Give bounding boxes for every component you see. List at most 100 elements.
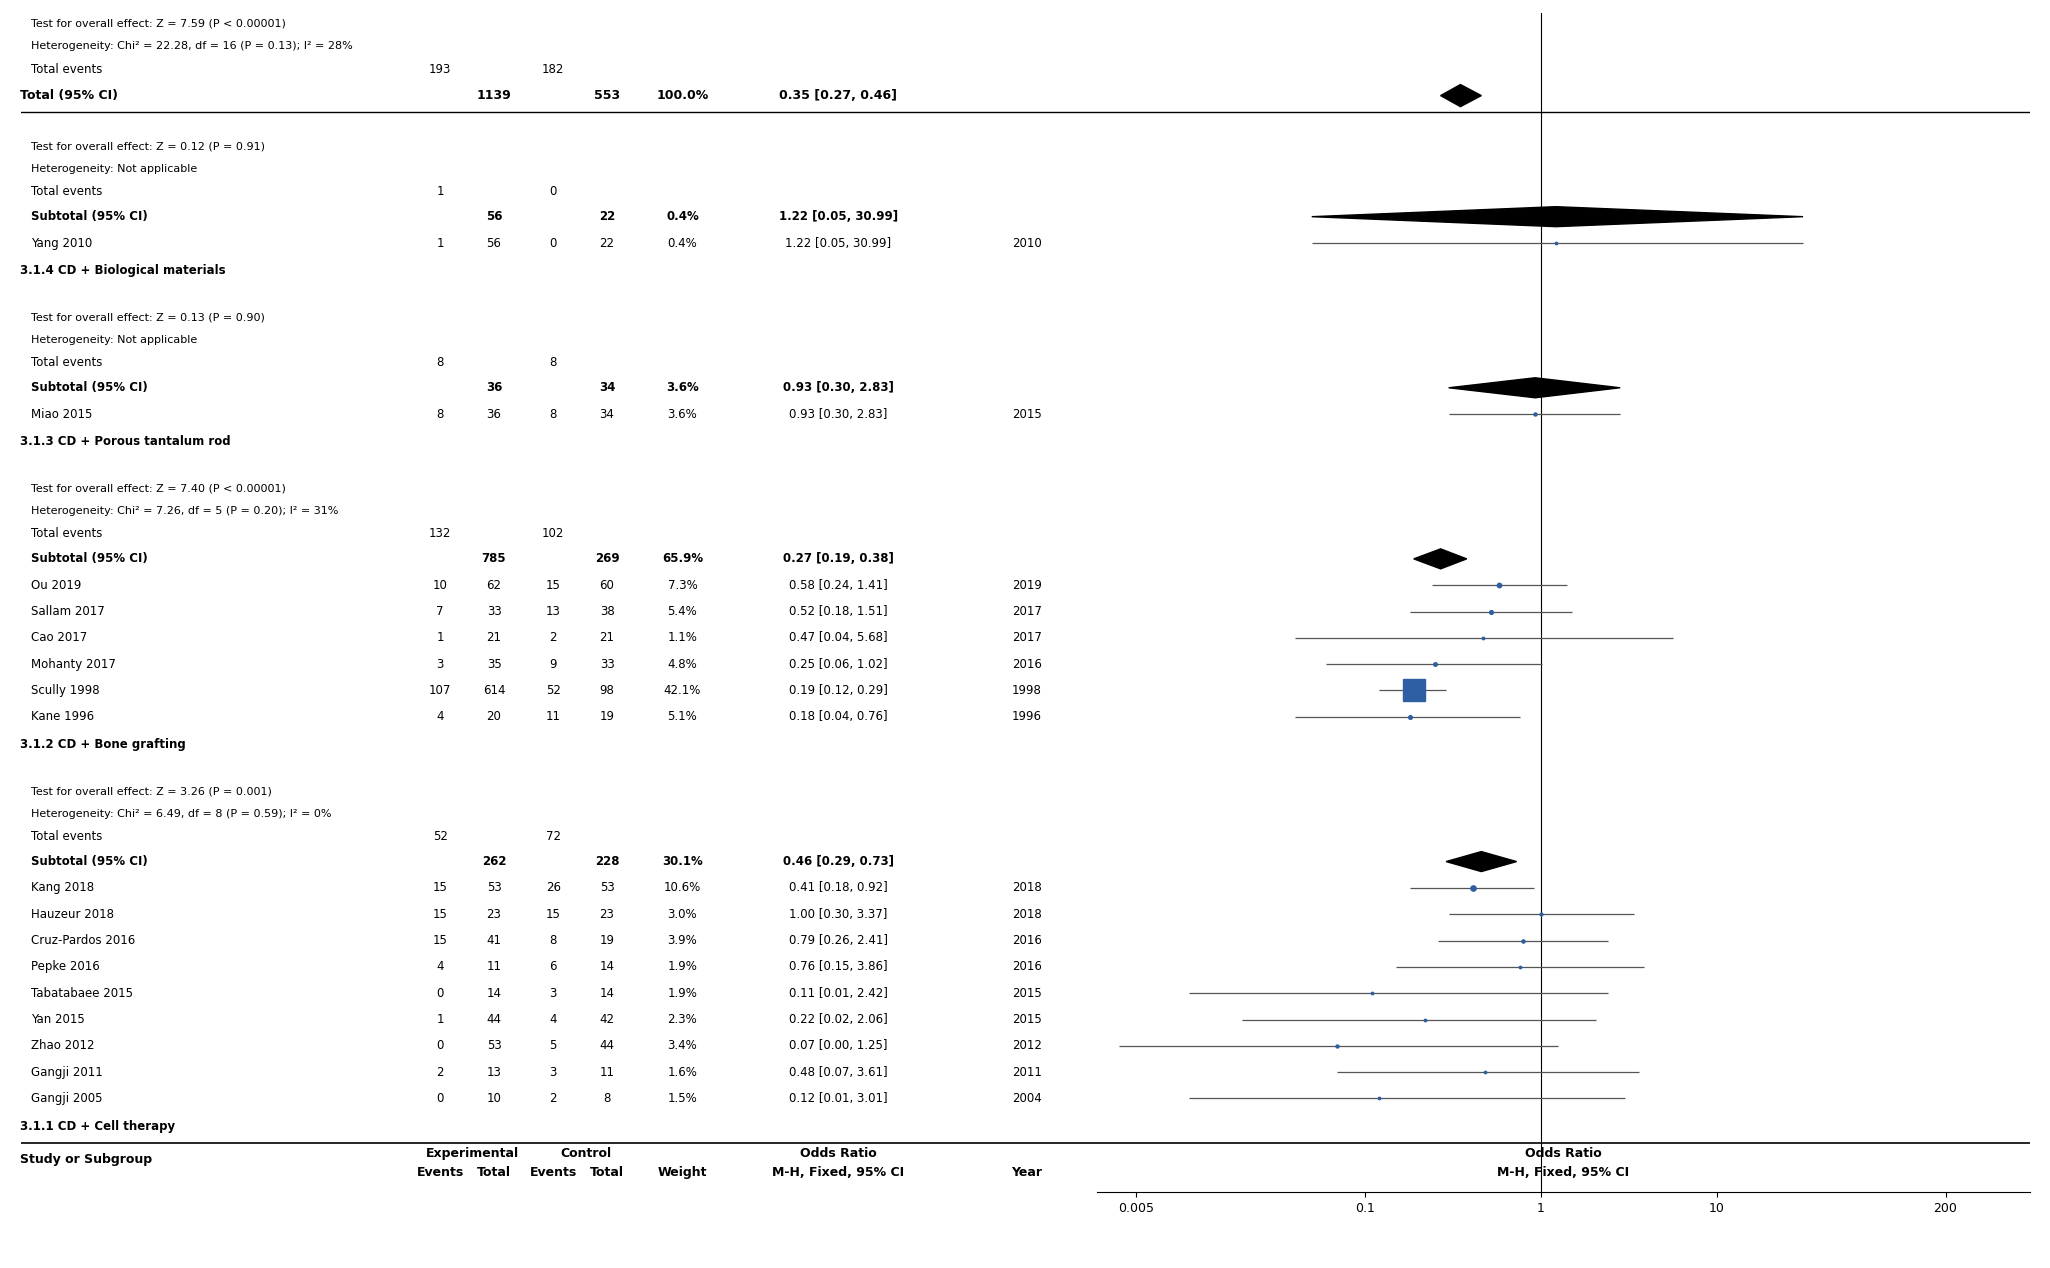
Text: Control: Control	[560, 1148, 611, 1160]
Text: 53: 53	[486, 1040, 502, 1052]
Text: 0: 0	[549, 237, 558, 250]
Text: 0.58 [0.24, 1.41]: 0.58 [0.24, 1.41]	[789, 578, 888, 592]
Text: 0.4%: 0.4%	[666, 210, 699, 223]
Text: 22: 22	[599, 237, 615, 250]
Text: 20: 20	[486, 710, 502, 723]
Text: 0: 0	[437, 1092, 445, 1104]
Text: 44: 44	[599, 1040, 615, 1052]
Polygon shape	[1449, 378, 1620, 398]
Text: 33: 33	[486, 605, 502, 618]
Text: Heterogeneity: Chi² = 6.49, df = 8 (P = 0.59); I² = 0%: Heterogeneity: Chi² = 6.49, df = 8 (P = …	[31, 809, 332, 819]
Text: 7: 7	[437, 605, 445, 618]
Text: 15: 15	[545, 578, 562, 592]
Text: 0.18 [0.04, 0.76]: 0.18 [0.04, 0.76]	[789, 710, 888, 723]
Text: 2011: 2011	[1013, 1065, 1041, 1079]
Text: 3.1.3 CD + Porous tantalum rod: 3.1.3 CD + Porous tantalum rod	[20, 435, 232, 448]
Text: M-H, Fixed, 95% CI: M-H, Fixed, 95% CI	[1496, 1165, 1630, 1179]
Text: 0: 0	[437, 987, 445, 999]
Text: 3.6%: 3.6%	[668, 407, 697, 421]
Text: 11: 11	[486, 960, 502, 974]
Text: 19: 19	[599, 710, 615, 723]
Text: 22: 22	[599, 210, 615, 223]
Text: 60: 60	[599, 578, 615, 592]
Text: 0: 0	[549, 185, 558, 198]
Text: Total events: Total events	[31, 527, 102, 540]
Text: 3: 3	[437, 658, 445, 671]
Text: 102: 102	[541, 527, 564, 540]
Text: 15: 15	[433, 908, 447, 921]
Text: Hauzeur 2018: Hauzeur 2018	[31, 908, 115, 921]
Text: Tabatabaee 2015: Tabatabaee 2015	[31, 987, 133, 999]
Text: 36: 36	[486, 382, 502, 394]
Text: 11: 11	[545, 710, 562, 723]
Text: 0: 0	[437, 1040, 445, 1052]
Text: Miao 2015: Miao 2015	[31, 407, 92, 421]
Text: 0.25 [0.06, 1.02]: 0.25 [0.06, 1.02]	[789, 658, 888, 671]
Text: 3.1.4 CD + Biological materials: 3.1.4 CD + Biological materials	[20, 264, 226, 278]
Text: 8: 8	[437, 407, 445, 421]
Text: 2012: 2012	[1013, 1040, 1041, 1052]
Text: 0.27 [0.19, 0.38]: 0.27 [0.19, 0.38]	[783, 553, 894, 566]
Text: Study or Subgroup: Study or Subgroup	[20, 1153, 152, 1165]
Polygon shape	[1312, 207, 1804, 227]
Text: 65.9%: 65.9%	[662, 553, 703, 566]
Text: 2016: 2016	[1013, 935, 1041, 947]
Text: Heterogeneity: Chi² = 22.28, df = 16 (P = 0.13); I² = 28%: Heterogeneity: Chi² = 22.28, df = 16 (P …	[31, 42, 353, 51]
Text: 100.0%: 100.0%	[656, 89, 709, 103]
Text: 19: 19	[599, 935, 615, 947]
Text: 132: 132	[428, 527, 451, 540]
Text: 10: 10	[486, 1092, 502, 1104]
Text: 0.93 [0.30, 2.83]: 0.93 [0.30, 2.83]	[783, 382, 894, 394]
Text: Test for overall effect: Z = 7.59 (P < 0.00001): Test for overall effect: Z = 7.59 (P < 0…	[31, 19, 287, 29]
Text: Kane 1996: Kane 1996	[31, 710, 94, 723]
Text: 2018: 2018	[1013, 881, 1041, 894]
Text: 785: 785	[482, 553, 506, 566]
Text: 23: 23	[486, 908, 502, 921]
Text: Subtotal (95% CI): Subtotal (95% CI)	[31, 382, 148, 394]
Text: 1.6%: 1.6%	[668, 1065, 697, 1079]
Text: 38: 38	[601, 605, 615, 618]
Text: 34: 34	[599, 407, 615, 421]
Text: 8: 8	[549, 407, 558, 421]
Text: Scully 1998: Scully 1998	[31, 683, 100, 697]
Text: Subtotal (95% CI): Subtotal (95% CI)	[31, 855, 148, 869]
Text: 0.07 [0.00, 1.25]: 0.07 [0.00, 1.25]	[789, 1040, 888, 1052]
Text: 72: 72	[545, 831, 562, 843]
Text: 2004: 2004	[1013, 1092, 1041, 1104]
Text: 14: 14	[599, 987, 615, 999]
Text: 2018: 2018	[1013, 908, 1041, 921]
Text: 553: 553	[594, 89, 619, 103]
Text: 0.4%: 0.4%	[668, 237, 697, 250]
Text: 0.35 [0.27, 0.46]: 0.35 [0.27, 0.46]	[779, 89, 898, 103]
Text: 2016: 2016	[1013, 960, 1041, 974]
Text: M-H, Fixed, 95% CI: M-H, Fixed, 95% CI	[773, 1165, 904, 1179]
Text: 3.4%: 3.4%	[668, 1040, 697, 1052]
Text: 21: 21	[599, 631, 615, 644]
Text: 0.79 [0.26, 2.41]: 0.79 [0.26, 2.41]	[789, 935, 888, 947]
Text: 0.22 [0.02, 2.06]: 0.22 [0.02, 2.06]	[789, 1013, 888, 1026]
Text: 11: 11	[599, 1065, 615, 1079]
Text: 269: 269	[594, 553, 619, 566]
Text: Gangji 2011: Gangji 2011	[31, 1065, 102, 1079]
Text: 3: 3	[549, 1065, 558, 1079]
Text: Weight: Weight	[658, 1165, 707, 1179]
Text: 1.5%: 1.5%	[668, 1092, 697, 1104]
Text: 1.22 [0.05, 30.99]: 1.22 [0.05, 30.99]	[779, 210, 898, 223]
Text: 7.3%: 7.3%	[668, 578, 697, 592]
Text: 2015: 2015	[1013, 407, 1041, 421]
Text: 0.12 [0.01, 3.01]: 0.12 [0.01, 3.01]	[789, 1092, 888, 1104]
Text: 13: 13	[545, 605, 562, 618]
Text: 3.1.2 CD + Bone grafting: 3.1.2 CD + Bone grafting	[20, 738, 187, 751]
Text: 0.52 [0.18, 1.51]: 0.52 [0.18, 1.51]	[789, 605, 888, 618]
Text: Total events: Total events	[31, 831, 102, 843]
Text: Yan 2015: Yan 2015	[31, 1013, 84, 1026]
Text: Sallam 2017: Sallam 2017	[31, 605, 105, 618]
Text: 1.00 [0.30, 3.37]: 1.00 [0.30, 3.37]	[789, 908, 888, 921]
Text: Test for overall effect: Z = 0.13 (P = 0.90): Test for overall effect: Z = 0.13 (P = 0…	[31, 312, 264, 322]
Text: 30.1%: 30.1%	[662, 855, 703, 869]
Text: 15: 15	[433, 935, 447, 947]
Text: Zhao 2012: Zhao 2012	[31, 1040, 94, 1052]
Text: 1: 1	[437, 631, 445, 644]
Text: 3.0%: 3.0%	[668, 908, 697, 921]
Text: 0.41 [0.18, 0.92]: 0.41 [0.18, 0.92]	[789, 881, 888, 894]
